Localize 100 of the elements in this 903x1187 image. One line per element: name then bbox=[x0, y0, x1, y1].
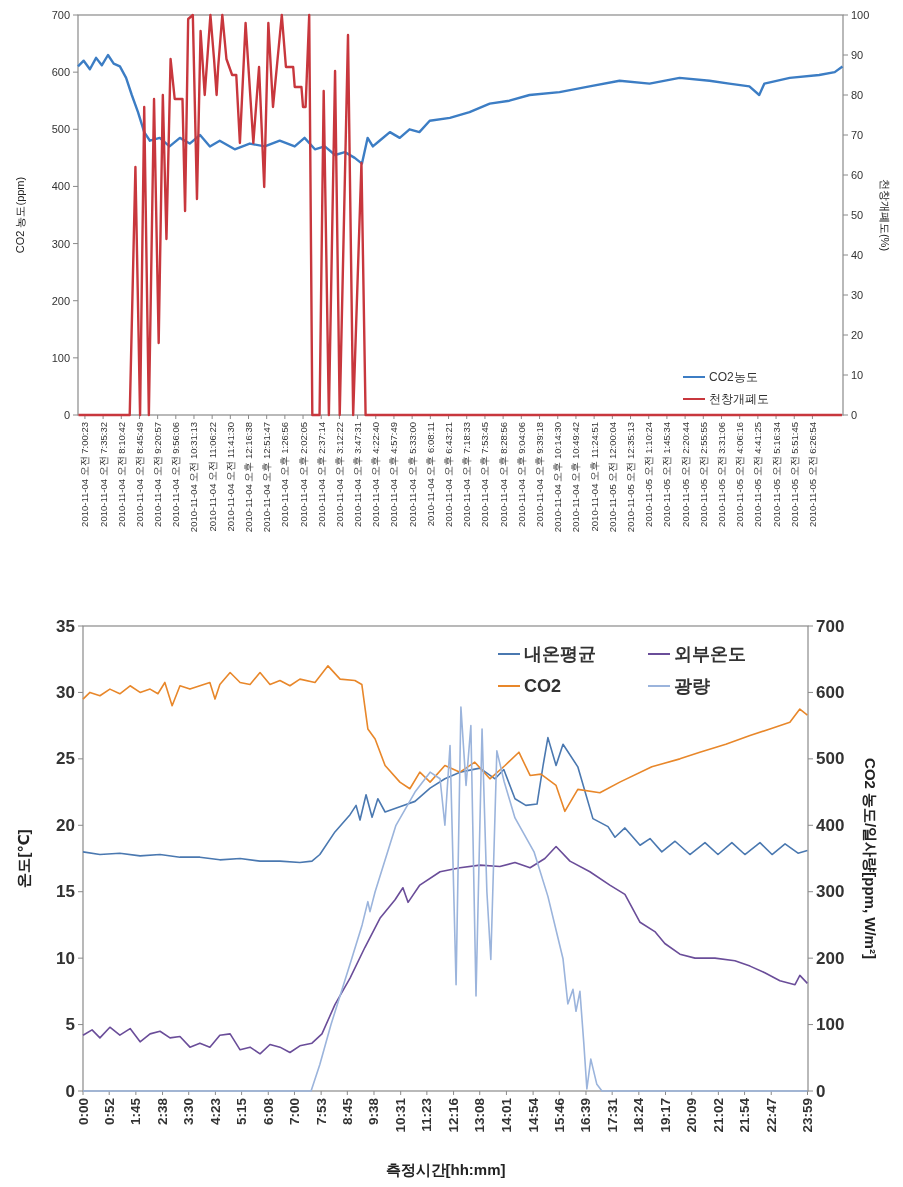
x-tick-label: 10:31 bbox=[393, 1097, 409, 1133]
x-tick-label: 13:08 bbox=[472, 1097, 488, 1133]
y-tick-label: 100 bbox=[51, 351, 70, 364]
y2-tick-label: 70 bbox=[851, 129, 864, 141]
x-tick-label: 2010-11-05 오전 1:45:34 bbox=[661, 422, 673, 527]
line-series bbox=[76, 53, 844, 165]
y-tick-label: 200 bbox=[51, 294, 70, 307]
x-tick-label: 7:53 bbox=[313, 1097, 329, 1126]
x-tick-label: 2010-11-04 오후 3:12:22 bbox=[333, 422, 345, 527]
x-tick-label: 2010-11-04 오후 4:22:40 bbox=[370, 422, 382, 527]
legend-label: 내온평균 bbox=[524, 644, 596, 664]
x-tick-label: 2010-11-04 오후 10:14:30 bbox=[552, 422, 564, 533]
x-tick-label: 2010-11-05 오전 5:51:45 bbox=[788, 422, 800, 527]
y-axis-title: 온도[℃] bbox=[14, 829, 32, 888]
x-tick-label: 2010-11-04 오후 6:08:11 bbox=[424, 422, 436, 527]
y2-tick-label: 50 bbox=[851, 209, 864, 221]
line-series bbox=[82, 706, 809, 1092]
x-tick-label: 2010-11-04 오후 9:04:06 bbox=[515, 422, 527, 527]
legend-label: 외부온도 bbox=[674, 644, 746, 664]
y-tick-label: 5 bbox=[65, 1015, 75, 1035]
y-tick-label: 35 bbox=[56, 616, 75, 636]
legend-label: CO2농도 bbox=[709, 370, 758, 384]
x-tick-label: 2010-11-04 오후 5:33:00 bbox=[406, 422, 418, 527]
y2-tick-label: 100 bbox=[851, 9, 870, 21]
legend-label: CO2 bbox=[524, 676, 562, 696]
y2-tick-label: 300 bbox=[816, 882, 845, 902]
y-axis-title: CO2 농도(ppm) bbox=[14, 176, 26, 254]
y2-tick-label: 90 bbox=[851, 49, 864, 61]
line-series bbox=[82, 845, 809, 1055]
y2-axis-title: CO2 농도/일사량[ppm, W/m²] bbox=[861, 758, 879, 959]
x-tick-label: 14:01 bbox=[498, 1097, 514, 1133]
x-axis-title: 측정시간[hh:mm] bbox=[385, 1160, 506, 1178]
y2-tick-label: 500 bbox=[816, 749, 845, 769]
line-series bbox=[82, 736, 809, 864]
x-tick-label: 2010-11-05 오전 1:10:24 bbox=[643, 422, 655, 527]
x-tick-label: 2010-11-04 오후 9:39:18 bbox=[534, 422, 546, 527]
x-tick-label: 2010-11-04 오후 10:49:42 bbox=[570, 422, 582, 533]
y2-tick-label: 200 bbox=[816, 948, 845, 968]
x-tick-label: 15:46 bbox=[551, 1097, 567, 1133]
y-tick-label: 0 bbox=[63, 409, 70, 421]
x-tick-label: 2010-11-04 오후 1:26:56 bbox=[279, 422, 291, 527]
x-tick-label: 2010-11-04 오전 8:10:42 bbox=[115, 422, 127, 527]
x-tick-label: 2:38 bbox=[155, 1097, 171, 1126]
y-tick-label: 0 bbox=[65, 1081, 75, 1101]
x-tick-label: 17:31 bbox=[604, 1097, 620, 1133]
x-tick-label: 4:23 bbox=[207, 1097, 223, 1126]
y-tick-label: 700 bbox=[51, 9, 70, 21]
x-tick-label: 1:45 bbox=[128, 1097, 144, 1126]
x-tick-label: 2010-11-04 오후 7:53:45 bbox=[479, 422, 491, 527]
y-tick-label: 500 bbox=[51, 123, 70, 136]
x-tick-label: 2010-11-04 오후 6:43:21 bbox=[443, 422, 455, 527]
x-tick-label: 2010-11-04 오후 8:28:56 bbox=[497, 422, 509, 527]
x-tick-label: 2010-11-05 오전 3:31:06 bbox=[716, 422, 727, 527]
y2-tick-label: 60 bbox=[851, 169, 864, 181]
x-tick-label: 2010-11-04 오전 11:06:22 bbox=[206, 422, 218, 532]
y2-tick-label: 600 bbox=[816, 682, 845, 702]
x-tick-label: 21:02 bbox=[710, 1098, 726, 1133]
y-tick-label: 20 bbox=[56, 815, 75, 835]
y-tick-label: 600 bbox=[51, 66, 70, 79]
x-tick-label: 2010-11-04 오후 12:51:47 bbox=[261, 422, 273, 533]
x-tick-label: 2010-11-05 오전 6:26:54 bbox=[806, 422, 818, 527]
x-tick-label: 2010-11-04 오전 8:45:49 bbox=[133, 422, 145, 527]
x-tick-label: 2010-11-04 오후 3:47:31 bbox=[352, 422, 364, 527]
x-tick-label: 12:16 bbox=[446, 1097, 462, 1133]
x-tick-label: 18:24 bbox=[631, 1097, 647, 1133]
x-tick-label: 11:23 bbox=[419, 1097, 435, 1132]
y2-tick-label: 100 bbox=[816, 1015, 845, 1035]
x-tick-label: 23:59 bbox=[799, 1098, 815, 1133]
x-tick-label: 2010-11-04 오전 9:56:06 bbox=[170, 422, 182, 527]
y-tick-label: 400 bbox=[51, 180, 70, 193]
x-tick-label: 2010-11-04 오후 7:18:33 bbox=[461, 422, 473, 527]
x-tick-label: 2010-11-04 오전 11:41:30 bbox=[224, 422, 236, 532]
x-tick-label: 22:47 bbox=[763, 1098, 779, 1133]
legend-label: 천창개폐도 bbox=[709, 392, 769, 406]
y2-tick-label: 40 bbox=[851, 249, 864, 261]
y-tick-label: 300 bbox=[51, 237, 70, 250]
y2-tick-label: 400 bbox=[816, 815, 845, 835]
x-tick-label: 2010-11-05 오전 12:35:13 bbox=[625, 422, 637, 533]
y2-tick-label: 0 bbox=[816, 1081, 826, 1101]
x-tick-label: 2010-11-05 오전 2:55:55 bbox=[697, 422, 709, 527]
y-tick-label: 25 bbox=[56, 749, 75, 769]
x-tick-label: 2010-11-05 오전 5:16:34 bbox=[770, 422, 782, 527]
x-tick-label: 3:30 bbox=[181, 1098, 197, 1126]
x-tick-label: 2010-11-04 오후 4:57:49 bbox=[388, 422, 400, 527]
y2-tick-label: 10 bbox=[851, 369, 864, 381]
x-tick-label: 2010-11-04 오전 10:31:13 bbox=[188, 422, 200, 533]
y2-tick-label: 30 bbox=[851, 289, 864, 301]
y2-tick-label: 0 bbox=[851, 409, 858, 421]
x-tick-label: 2010-11-04 오전 7:35:32 bbox=[97, 422, 109, 527]
y-tick-label: 30 bbox=[56, 682, 75, 702]
x-tick-label: 2010-11-05 오전 4:06:16 bbox=[734, 422, 746, 527]
x-tick-label: 0:00 bbox=[75, 1098, 91, 1126]
y-tick-label: 10 bbox=[56, 948, 75, 968]
y2-tick-label: 20 bbox=[851, 329, 864, 341]
x-tick-label: 0:52 bbox=[101, 1098, 117, 1126]
x-tick-label: 2010-11-04 오후 2:37:14 bbox=[315, 422, 327, 527]
y2-tick-label: 700 bbox=[816, 616, 845, 636]
y2-axis-title: 천창개폐도(%) bbox=[879, 178, 891, 252]
x-tick-label: 14:54 bbox=[525, 1097, 541, 1133]
x-tick-label: 2010-11-05 오전 12:00:04 bbox=[606, 422, 618, 533]
